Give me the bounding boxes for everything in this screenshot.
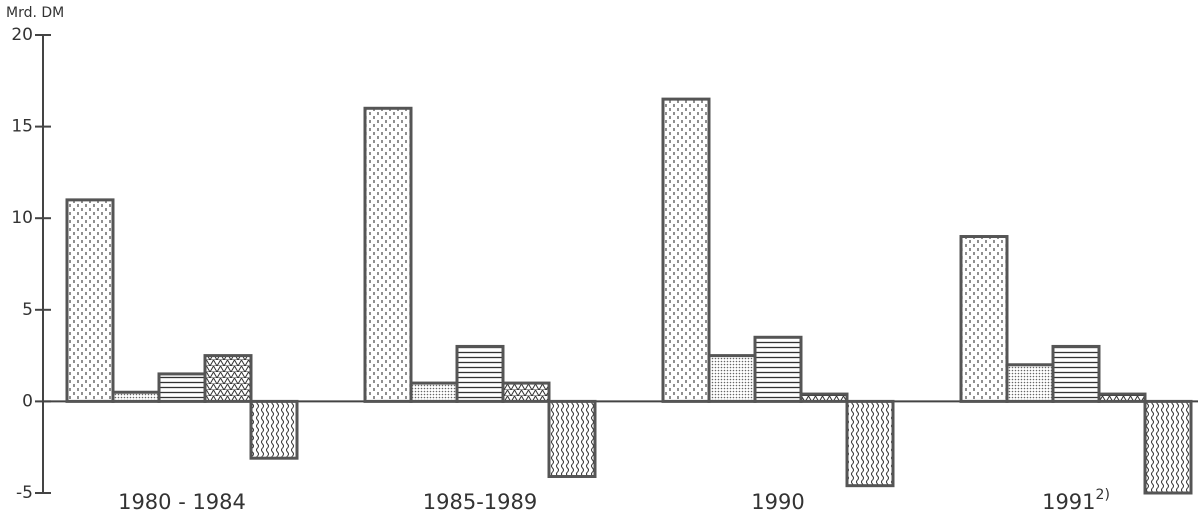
y-tick-label: 0 <box>22 391 33 411</box>
bar <box>661 97 711 403</box>
bar <box>1143 399 1193 495</box>
y-tick-label: 10 <box>11 208 33 228</box>
x-tick-label: 1980 - 1984 <box>118 490 246 514</box>
bar <box>799 392 849 403</box>
bar <box>959 235 1009 403</box>
category: 1991 <box>1042 490 1095 514</box>
x-tick-label: 1985-1989 <box>423 490 537 514</box>
bar <box>65 198 115 403</box>
bar <box>455 344 505 403</box>
bar <box>363 106 413 403</box>
bar <box>753 335 803 403</box>
category: 1980 - 1984 <box>118 490 246 514</box>
bar <box>1005 363 1055 403</box>
y-axis-label: Mrd. DM <box>6 5 64 21</box>
bar <box>501 381 551 403</box>
bar <box>409 381 459 403</box>
bar <box>203 354 253 403</box>
y-tick-label: 20 <box>11 25 33 45</box>
bar <box>845 399 895 488</box>
bar <box>1051 344 1101 403</box>
category-note: 2) <box>1096 487 1110 503</box>
bar <box>249 399 299 460</box>
bar <box>111 390 161 403</box>
y-tick-label: -5 <box>16 483 33 503</box>
x-tick-label: 19912) <box>1042 487 1110 514</box>
y-tick-label: 5 <box>22 300 33 320</box>
category: 1985-1989 <box>423 490 537 514</box>
bar <box>1097 392 1147 403</box>
bar <box>707 354 757 403</box>
bar <box>157 372 207 403</box>
bar <box>547 399 597 479</box>
x-tick-label: 1990 <box>751 490 804 514</box>
category: 1990 <box>751 490 804 514</box>
y-tick-label: 15 <box>11 117 33 137</box>
